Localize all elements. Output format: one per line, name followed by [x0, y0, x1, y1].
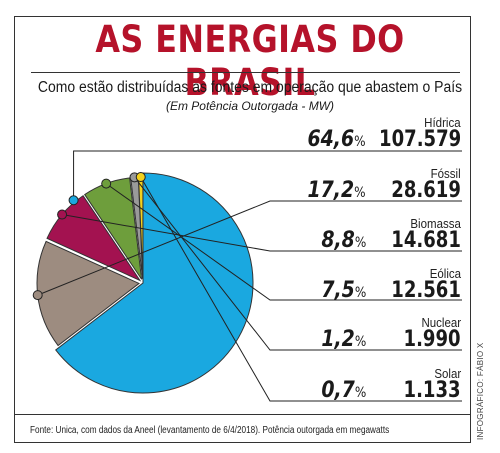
chart-subtitle: Como estão distribuídas as fontes em ope… — [37, 79, 463, 96]
title-divider — [31, 72, 460, 73]
source-value: 1.133 — [403, 378, 461, 403]
source-percent: 7,5% — [321, 278, 366, 303]
source-value: 12.561 — [391, 278, 461, 303]
leader-dot-6 — [135, 172, 146, 183]
legend-row: Biomassa 8,8% 14.681 — [300, 216, 470, 256]
source-name: Biomassa — [410, 217, 461, 231]
legend-row: Eólica 7,5% 12.561 — [300, 266, 470, 306]
leader-dot-1 — [68, 195, 79, 206]
source-percent: 17,2% — [307, 178, 366, 203]
legend-row: Nuclear 1,2% 1.990 — [300, 315, 470, 355]
source-percent: 64,6% — [307, 127, 366, 152]
leader-dot-4 — [101, 178, 112, 189]
leader-dot-2 — [32, 290, 43, 301]
source-value: 14.681 — [391, 228, 461, 253]
source-note: Fonte: Unica, com dados da Aneel (levant… — [30, 425, 390, 436]
leader-line-5 — [134, 177, 462, 351]
source-percent: 0,7% — [321, 378, 366, 403]
leader-line-1 — [73, 150, 462, 201]
leader-line-3 — [61, 214, 462, 252]
source-value: 107.579 — [378, 127, 461, 152]
source-name: Eólica — [429, 267, 461, 281]
legend-row: Fóssil 17,2% 28.619 — [300, 166, 470, 206]
source-percent: 8,8% — [321, 228, 366, 253]
source-value: 1.990 — [403, 327, 461, 352]
source-name: Nuclear — [421, 316, 461, 330]
leader-dot-3 — [57, 209, 68, 220]
legend-row: Hídrica 64,6% 107.579 — [300, 115, 470, 155]
leader-line-6 — [140, 176, 462, 402]
source-percent: 1,2% — [321, 327, 366, 352]
source-name: Fóssil — [430, 167, 461, 181]
footer-divider — [14, 414, 471, 415]
legend-row: Solar 0,7% 1.133 — [300, 366, 470, 406]
infographic-credit: INFOGRÁFICO: FÁBIO X — [476, 342, 485, 440]
leader-line-4 — [105, 183, 462, 301]
source-value: 28.619 — [391, 178, 461, 203]
leader-line-2 — [37, 200, 462, 296]
source-name: Solar — [434, 367, 461, 381]
unit-note: (Em Potência Outorgada - MW) — [165, 99, 335, 113]
page-title: AS ENERGIAS DO BRASIL — [95, 18, 405, 104]
source-name: Hídrica — [424, 116, 461, 130]
